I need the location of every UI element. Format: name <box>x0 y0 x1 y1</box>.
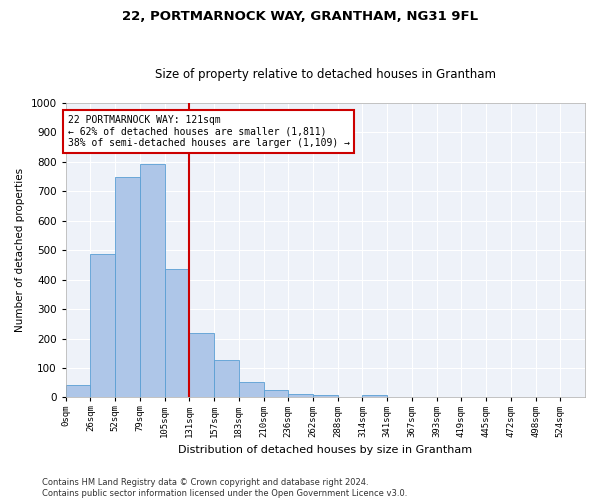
Bar <box>66 385 91 398</box>
Title: Size of property relative to detached houses in Grantham: Size of property relative to detached ho… <box>155 68 496 81</box>
Bar <box>288 394 313 398</box>
Bar <box>140 164 164 398</box>
X-axis label: Distribution of detached houses by size in Grantham: Distribution of detached houses by size … <box>178 445 472 455</box>
Bar <box>313 394 338 398</box>
Text: 22, PORTMARNOCK WAY, GRANTHAM, NG31 9FL: 22, PORTMARNOCK WAY, GRANTHAM, NG31 9FL <box>122 10 478 23</box>
Bar <box>164 270 190 398</box>
Text: Contains HM Land Registry data © Crown copyright and database right 2024.
Contai: Contains HM Land Registry data © Crown c… <box>42 478 407 498</box>
Bar <box>263 390 288 398</box>
Bar <box>239 382 263 398</box>
Bar <box>362 395 387 398</box>
Bar <box>91 254 115 398</box>
Text: 22 PORTMARNOCK WAY: 121sqm
← 62% of detached houses are smaller (1,811)
38% of s: 22 PORTMARNOCK WAY: 121sqm ← 62% of deta… <box>68 115 350 148</box>
Y-axis label: Number of detached properties: Number of detached properties <box>15 168 25 332</box>
Bar <box>214 360 239 398</box>
Bar <box>190 332 214 398</box>
Bar <box>115 177 140 398</box>
